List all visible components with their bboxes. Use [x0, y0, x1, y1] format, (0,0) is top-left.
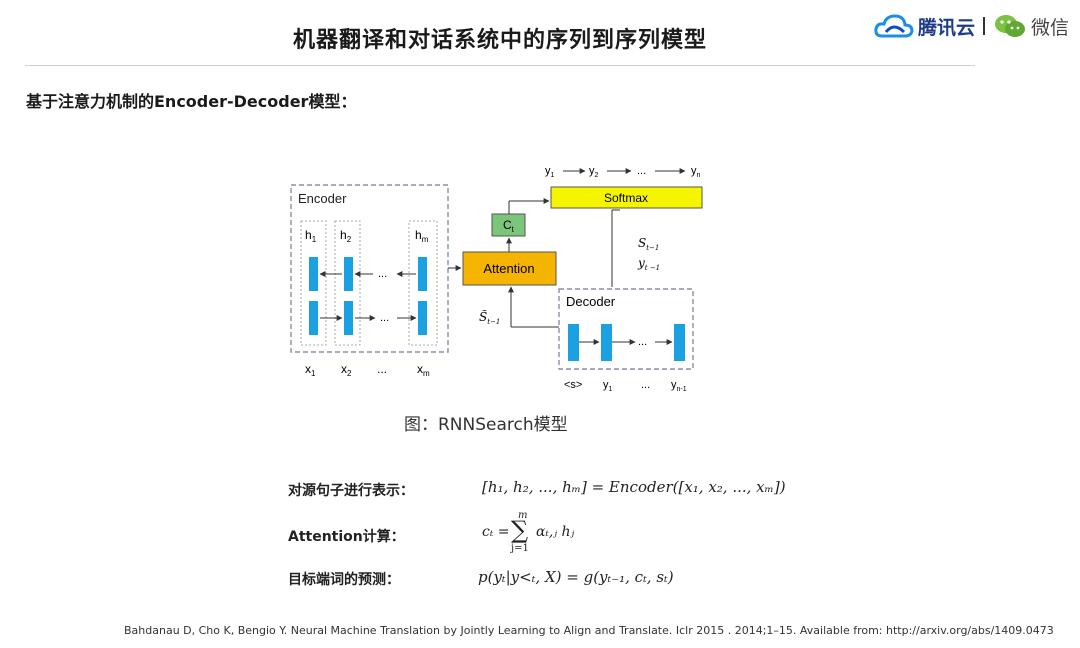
brand-logos: 腾讯云 微信	[874, 10, 1069, 42]
input-x1: x1	[305, 362, 316, 378]
sum-symbol: ∑	[511, 516, 529, 544]
output-y2: y2	[589, 165, 599, 179]
attention-rhs: αₜ,ⱼ hⱼ	[536, 524, 575, 540]
wechat-label: 微信	[1031, 16, 1070, 39]
page-title: 机器翻译和对话系统中的序列到序列模型	[292, 28, 707, 53]
sum-top: m	[518, 510, 528, 521]
attention-box	[462, 251, 557, 286]
tilde-state-label: S̃t−1	[479, 309, 500, 326]
decoder-label: Decoder	[566, 294, 616, 309]
wechat-icon	[995, 15, 1026, 37]
sum-bottom: j=1	[511, 543, 529, 554]
decoder-cell-n	[674, 324, 685, 361]
output-ellipsis: ...	[637, 165, 646, 177]
attention-label: Attention	[483, 261, 534, 276]
hidden-column-2	[334, 220, 361, 346]
formula-encoder: [h₁, h₂, ..., hₘ] = Encoder([x₁, x₂, ...…	[482, 478, 786, 496]
encoder-forward-cell-1	[309, 301, 318, 335]
formula-prediction: p(yₜ|y<ₜ, X) = g(yₜ₋₁, cₜ, sₜ)	[478, 568, 674, 586]
decoder-input-y1: y1	[603, 379, 613, 393]
input-ellipsis: ...	[377, 362, 387, 376]
input-x2: x2	[341, 362, 352, 378]
output-yn: yn	[691, 165, 701, 179]
decoder-input-yn-1: yn-1	[671, 379, 687, 393]
decoder-ellipsis: ...	[638, 336, 647, 348]
encoder-forward-cell-m	[418, 301, 427, 335]
logo-separator	[983, 17, 986, 35]
decoder-cell-1	[568, 324, 579, 361]
attention-lhs: cₜ =	[482, 524, 510, 540]
formula-label-attention: Attention计算：	[288, 529, 405, 545]
encoder-backward-ellipsis: ...	[378, 268, 387, 280]
hidden-label-1: h1	[305, 228, 317, 244]
tencent-cloud-label: 腾讯云	[918, 16, 976, 39]
header-divider	[25, 65, 975, 66]
decoder-input-s: <s>	[564, 379, 582, 391]
prev-y-label: yt −1	[637, 256, 660, 272]
formula-label-encoder: 对源句子进行表示：	[288, 483, 414, 499]
softmax-label: Softmax	[604, 191, 648, 205]
decoder-input-ellipsis: ...	[641, 379, 650, 391]
encoder-backward-cell-1	[309, 257, 318, 291]
figure-caption: 图：RNNSearch模型	[404, 415, 568, 435]
hidden-label-m: hm	[415, 228, 429, 244]
encoder-backward-cell-2	[344, 257, 353, 291]
hidden-column-1	[300, 220, 327, 346]
formula-label-prediction: 目标端词的预测：	[288, 572, 400, 588]
encoder-backward-cell-m	[418, 257, 427, 291]
output-y1: y1	[545, 165, 555, 179]
input-xm: xm	[417, 362, 430, 378]
decoder-box	[558, 288, 694, 370]
encoder-label: Encoder	[298, 191, 347, 206]
section-subtitle: 基于注意力机制的Encoder-Decoder模型：	[26, 92, 357, 111]
hidden-label-2: h2	[340, 228, 352, 244]
context-label: Ct	[503, 218, 515, 234]
state-label: St−1	[638, 236, 659, 252]
rnnsearch-diagram: Encoder h1 h2 hm ... ... x1 x2 ... xm At…	[290, 165, 703, 393]
encoder-forward-cell-2	[344, 301, 353, 335]
tencent-cloud-icon	[874, 14, 914, 38]
reference-citation: Bahdanau D, Cho K, Bengio Y. Neural Mach…	[124, 624, 1054, 637]
hidden-column-m	[408, 220, 438, 346]
formula-attention: cₜ = m ∑ j=1 αₜ,ⱼ hⱼ	[482, 510, 612, 558]
encoder-forward-ellipsis: ...	[380, 312, 389, 324]
decoder-cell-2	[601, 324, 612, 361]
softmax-box	[550, 186, 703, 209]
